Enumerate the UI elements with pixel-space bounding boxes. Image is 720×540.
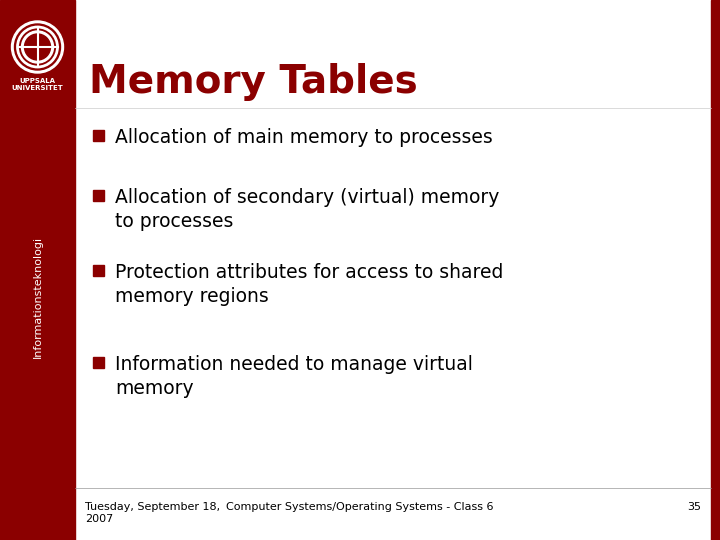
Text: UPPSALA
UNIVERSITET: UPPSALA UNIVERSITET [12, 78, 63, 91]
Text: Memory Tables: Memory Tables [89, 63, 418, 101]
Text: Tuesday, September 18,
2007: Tuesday, September 18, 2007 [85, 502, 220, 524]
Circle shape [14, 24, 60, 70]
Bar [711, 0, 720, 540]
Bar [93, 130, 104, 141]
Text: Protection attributes for access to shared
memory regions: Protection attributes for access to shar… [115, 263, 503, 306]
Bar [93, 190, 104, 201]
Text: Informationsteknologi: Informationsteknologi [32, 236, 42, 358]
Circle shape [24, 34, 50, 60]
Bar [93, 357, 104, 368]
Text: Allocation of secondary (virtual) memory
to processes: Allocation of secondary (virtual) memory… [115, 188, 500, 231]
Text: 35: 35 [687, 502, 701, 512]
Bar [0, 0, 75, 540]
Text: Computer Systems/Operating Systems - Class 6: Computer Systems/Operating Systems - Cla… [226, 502, 494, 512]
Text: Allocation of main memory to processes: Allocation of main memory to processes [115, 128, 492, 147]
Bar [93, 265, 104, 276]
Circle shape [12, 21, 63, 73]
Circle shape [22, 31, 53, 63]
Text: Information needed to manage virtual
memory: Information needed to manage virtual mem… [115, 355, 473, 399]
